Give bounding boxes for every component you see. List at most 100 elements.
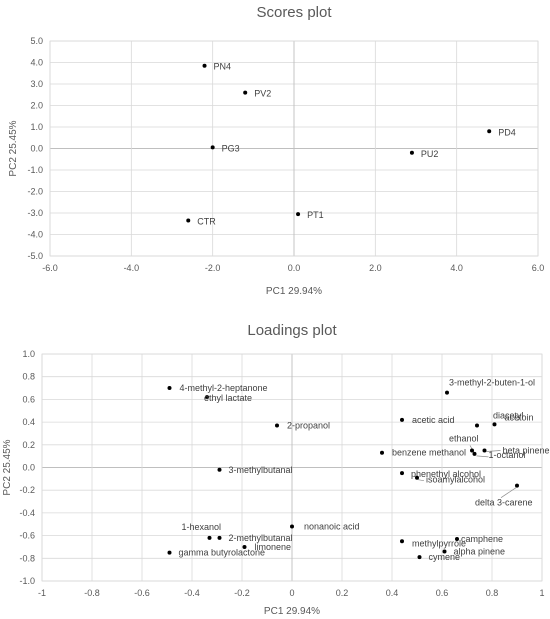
chart-2-point-ethanol [470,448,474,453]
chart-2-point-label-isoamylalcohol: isoamylalcohol [426,475,485,485]
chart-2-point-2-methylbutanal [217,535,222,540]
chart-2-point-label-2-methylbutanal: 2-methylbutanal [229,533,293,543]
chart-2-y-axis-label: PC2 25.45% [2,439,13,495]
chart-2-point-1-hexanol [207,535,212,540]
chart-1-title: Scores plot [256,4,332,21]
chart-2-point-label-nonanoic-acid: nonanoic acid [304,522,360,532]
chart-2-y-tick-label: -0.6 [19,531,35,541]
chart-2-x-tick-label: -0.6 [134,588,150,598]
chart-2-point-label-gamma-butyrolactone: gamma butyrolactone [179,548,266,558]
chart-1-point-ctr [186,218,191,223]
chart-2-y-tick-label: 0.8 [22,372,35,382]
chart-2-point-label-diacetyl: diacetyl [493,411,524,421]
chart-1-y-tick-label: 5.0 [30,36,43,46]
chart-2-point-4-methyl-2-heptanone [167,386,172,391]
chart-2-point-label-camphene: camphene [461,534,503,544]
chart-1-x-tick-label: 4.0 [450,263,463,273]
chart-1-y-tick-label: 1.0 [30,122,43,132]
chart-2-point-label-4-methyl-2-heptanone: 4-methyl-2-heptanone [180,383,268,393]
chart-2-y-tick-label: -0.2 [19,485,35,495]
chart-2-point-camphene [455,537,459,542]
chart-2-x-tick-label: 0.8 [486,588,499,598]
chart-1-point-pv2 [243,90,248,95]
chart-2-y-tick-label: 1.0 [22,349,35,359]
chart-2-point-label-1-hexanol: 1-hexanol [182,522,222,532]
chart-1-y-tick-label: -4.0 [27,230,43,240]
chart-2-point-label-cymene: cymene [429,552,461,562]
chart-2-point-alpha-pinene [442,549,447,554]
chart-2-point-phenethyl-alcohol [400,471,404,476]
chart-1-y-tick-label: 2.0 [30,101,43,111]
chart-1-x-axis-label: PC1 29.94% [266,286,322,297]
chart-2-leader-1-octanol [476,455,489,458]
chart-1-y-tick-label: -2.0 [27,187,43,197]
chart-1-y-tick-label: -3.0 [27,208,43,218]
chart-2-point-delta-3-carene [515,483,519,488]
chart-2-point-label-3-methyl-2-buten-1-ol: 3-methyl-2-buten-1-ol [449,378,535,388]
chart-2-y-tick-label: 0.2 [22,440,35,450]
chart-1-x-tick-label: -2.0 [205,263,221,273]
chart-2-point-3-methyl-2-buten-1-ol [445,390,449,395]
chart-1-point-label-pv2: PV2 [254,89,271,99]
chart-2-leader-beta-pinene [486,450,501,452]
chart-2-point-label-methylpyrrole: methylpyrrole [412,538,466,548]
chart-1-y-tick-label: -1.0 [27,165,43,175]
chart-1-point-label-pu2: PU2 [421,149,439,159]
chart-2-point-2-propanol [275,423,279,428]
chart-2-point-label-ethanol: ethanol [449,433,479,443]
chart-2-x-tick-label: -1 [38,588,46,598]
chart-2-title: Loadings plot [247,322,337,339]
chart-2-point-label-alpha-pinene: alpha pinene [454,546,506,556]
chart-2-point-label-ethyl-lactate: ethyl lactate [204,393,252,403]
chart-2-point-label-3-methylbutanal: 3-methylbutanal [229,465,293,475]
chart-2-point-label-benzene-methanol: benzene methanol [392,448,466,458]
chart-2-x-tick-label: 0 [289,588,294,598]
chart-1-point-label-pd4: PD4 [498,127,516,137]
chart-2-point-gamma-butyrolactone [167,550,172,555]
chart-2-point-beta-pinene [482,448,487,453]
chart-2-y-tick-label: -0.8 [19,553,35,563]
chart-2-point-label-acetic-acid: acetic acid [412,415,455,425]
chart-1-point-pg3 [210,145,215,150]
chart-2-y-tick-label: -1.0 [19,576,35,586]
chart-2-x-tick-label: -0.4 [184,588,200,598]
chart-1-point-pt1 [296,212,301,217]
chart-2-point-limonene [242,544,247,549]
chart-2-x-tick-label: 0.4 [386,588,399,598]
chart-2-point-label-limonene: limonene [255,542,292,552]
chart-1-plot-frame [49,40,539,257]
chart-1-y-axis-label: PC2 25.45% [8,120,19,176]
chart-2-point-label-beta-pinene: beta pinene [503,445,550,455]
chart-1-point-pu2 [409,150,414,155]
chart-2-x-axis-label: PC1 29.94% [264,606,320,617]
chart-1-y-tick-label: 0.0 [30,144,43,154]
chart-2-point-isoamylalcohol [415,475,419,480]
chart-1-point-pd4 [487,129,492,134]
chart-2-leader-delta-3-carene [500,487,517,498]
chart-1-y-tick-label: -5.0 [27,251,43,261]
chart-1-x-tick-label: 2.0 [369,263,382,273]
chart-1-point-label-pt1: PT1 [307,210,324,220]
chart-2-plot-frame [41,353,543,582]
chart-2-point-label-2-propanol: 2-propanol [287,421,330,431]
chart-2-y-tick-label: 0.4 [22,417,35,427]
chart-2-point-label-acetoin: acetoin [505,412,534,422]
chart-1-x-tick-label: -6.0 [42,263,58,273]
chart-1-point-label-ctr: CTR [197,217,216,227]
chart-2-y-tick-label: 0.0 [22,463,35,473]
chart-1-x-tick-label: 0.0 [288,263,301,273]
chart-2-point-3-methylbutanal [217,467,222,472]
chart-1-y-tick-label: 4.0 [30,58,43,68]
chart-2-point-label-1-octanol: 1-octanol [489,450,526,460]
chart-2-point-nonanoic-acid [290,524,294,529]
chart-2-point-ethyl-lactate [205,395,209,400]
chart-2-x-tick-label: 0.2 [336,588,349,598]
chart-2-point-1-octanol [472,451,477,456]
chart-1-x-tick-label: 6.0 [532,263,545,273]
chart-1-point-pn4 [202,63,207,68]
chart-1-y-tick-label: 3.0 [30,79,43,89]
chart-2-x-tick-label: 0.6 [436,588,449,598]
chart-1-point-label-pg3: PG3 [222,143,240,153]
